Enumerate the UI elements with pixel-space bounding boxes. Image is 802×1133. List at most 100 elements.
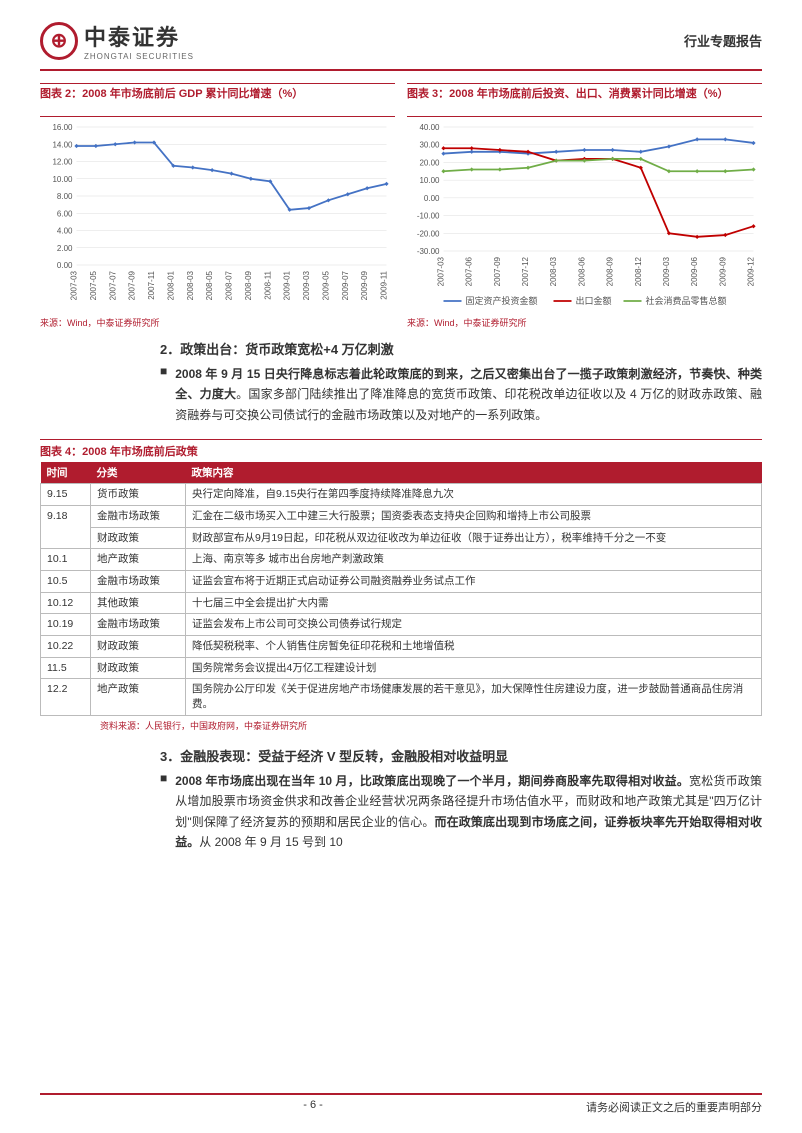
section-2: 2．政策出台：货币政策宽松+4 万亿刺激 ■ 2008 年 9 月 15 日央行… [160, 339, 762, 425]
cell-content: 证监会发布上市公司可交换公司债券试行规定 [186, 614, 762, 636]
charts-row: 图表 2：2008 年市场底前后 GDP 累计同比增速（%） 0.002.004… [40, 83, 762, 329]
page-header: ⊕ 中泰证券 ZHONGTAI SECURITIES 行业专题报告 [40, 20, 762, 71]
svg-text:2007-05: 2007-05 [89, 270, 98, 300]
table-row: 9.18金融市场政策汇金在二级市场买入工中建三大行股票；国资委表态支持央企回购和… [41, 505, 762, 527]
svg-text:2009-11: 2009-11 [380, 270, 389, 299]
svg-text:2007-03: 2007-03 [437, 256, 446, 286]
chart-3-source: 来源：Wind，中泰证券研究所 [407, 316, 762, 329]
svg-text:10.00: 10.00 [52, 175, 73, 184]
cell-content: 降低契税税率、个人销售住房暂免征印花税和土地增值税 [186, 635, 762, 657]
section-2-heading: 2．政策出台：货币政策宽松+4 万亿刺激 [160, 339, 762, 358]
svg-text:14.00: 14.00 [52, 140, 73, 149]
page-footer: - 6 - 请务必阅读正文之后的重要声明部分 [40, 1093, 762, 1115]
footer-disclaimer: 请务必阅读正文之后的重要声明部分 [586, 1099, 762, 1115]
svg-text:2007-12: 2007-12 [521, 256, 530, 286]
svg-text:8.00: 8.00 [57, 192, 73, 201]
logo-text: 中泰证券 ZHONGTAI SECURITIES [84, 20, 194, 61]
table-4-source: 资料来源：人民银行，中国政府网，中泰证券研究所 [100, 719, 762, 732]
svg-text:2009-09: 2009-09 [360, 270, 369, 300]
logo-icon: ⊕ [40, 22, 78, 60]
svg-text:2008-09: 2008-09 [606, 256, 615, 286]
th-time: 时间 [41, 462, 91, 484]
cell-category: 金融市场政策 [91, 570, 186, 592]
chart-2-canvas: 0.00 2.00 4.00 6.00 8.00 10.00 12.00 14.00 16.00… [40, 121, 395, 311]
svg-text:6.00: 6.00 [57, 209, 73, 218]
cell-category: 地产政策 [91, 549, 186, 571]
cell-time: 10.19 [41, 614, 91, 636]
svg-text:2008-01: 2008-01 [166, 270, 175, 300]
svg-text:2008-07: 2008-07 [225, 270, 234, 300]
cell-time: 9.15 [41, 484, 91, 506]
section-3-heading: 3．金融股表现：受益于经济 V 型反转，金融股相对收益明显 [160, 746, 762, 765]
svg-text:-20.00: -20.00 [417, 229, 440, 238]
svg-text:2009-03: 2009-03 [302, 270, 311, 300]
svg-text:20.00: 20.00 [419, 158, 440, 167]
svg-text:2008-05: 2008-05 [205, 270, 214, 300]
table-row: 11.5财政政策国务院常务会议提出4万亿工程建设计划 [41, 657, 762, 679]
svg-text:2007-03: 2007-03 [70, 270, 79, 300]
bullet-icon: ■ [160, 364, 167, 425]
logo-cn: 中泰证券 [84, 20, 194, 52]
chart-3: 图表 3：2008 年市场底前后投资、出口、消费累计同比增速（%） -30.00… [407, 83, 762, 329]
table-row: 9.15货币政策央行定向降准，自9.15央行在第四季度持续降准降息九次 [41, 484, 762, 506]
cell-time: 10.22 [41, 635, 91, 657]
chart-2: 图表 2：2008 年市场底前后 GDP 累计同比增速（%） 0.002.004… [40, 83, 395, 329]
svg-text:0.00: 0.00 [424, 194, 440, 203]
cell-time: 11.5 [41, 657, 91, 679]
section-3-text: 2008 年市场底出现在当年 10 月，比政策底出现晚了一个半月，期间券商股率先… [175, 771, 762, 853]
svg-text:社会消费品零售总额: 社会消费品零售总额 [646, 295, 727, 306]
svg-text:0.00: 0.00 [57, 261, 73, 270]
cell-content: 证监会宣布将于近期正式启动证券公司融资融券业务试点工作 [186, 570, 762, 592]
th-content: 政策内容 [186, 462, 762, 484]
cell-time: 10.5 [41, 570, 91, 592]
section-2-body: ■ 2008 年 9 月 15 日央行降息标志着此轮政策底的到来，之后又密集出台… [160, 364, 762, 425]
table-row: 10.12其他政策十七届三中全会提出扩大内需 [41, 592, 762, 614]
section-2-rest: 。国家多部门陆续推出了降准降息的宽货币政策、印花税改单边征收以及 4 万亿的财政… [175, 387, 762, 421]
svg-text:2007-09: 2007-09 [493, 256, 502, 286]
logo-block: ⊕ 中泰证券 ZHONGTAI SECURITIES [40, 20, 194, 61]
svg-text:2009-12: 2009-12 [747, 256, 756, 286]
doc-type: 行业专题报告 [684, 31, 762, 50]
svg-text:30.00: 30.00 [419, 141, 440, 150]
svg-text:2008-03: 2008-03 [549, 256, 558, 286]
svg-text:2009-06: 2009-06 [690, 256, 699, 286]
table-row: 10.5金融市场政策证监会宣布将于近期正式启动证券公司融资融券业务试点工作 [41, 570, 762, 592]
svg-text:2007-11: 2007-11 [147, 270, 156, 299]
section-3-bold1: 2008 年市场底出现在当年 10 月，比政策底出现晚了一个半月，期间券商股率先… [175, 774, 689, 788]
svg-text:2007-07: 2007-07 [108, 270, 117, 300]
svg-text:2008-06: 2008-06 [577, 256, 586, 286]
table-row: 10.1地产政策上海、南京等多 城市出台房地产刺激政策 [41, 549, 762, 571]
cell-time: 9.18 [41, 505, 91, 548]
cell-category: 地产政策 [91, 679, 186, 715]
svg-text:2009-05: 2009-05 [321, 270, 330, 300]
page-number: - 6 - [303, 1099, 323, 1115]
cell-category: 金融市场政策 [91, 614, 186, 636]
cell-category: 财政政策 [91, 635, 186, 657]
policy-table: 时间 分类 政策内容 9.15货币政策央行定向降准，自9.15央行在第四季度持续… [40, 462, 762, 716]
svg-text:2009-07: 2009-07 [341, 270, 350, 300]
svg-text:12.00: 12.00 [52, 158, 73, 167]
cell-category: 财政政策 [91, 527, 186, 549]
svg-text:2007-09: 2007-09 [128, 270, 137, 300]
cell-content: 汇金在二级市场买入工中建三大行股票；国资委表态支持央企回购和增持上市公司股票 [186, 505, 762, 527]
cell-time: 10.1 [41, 549, 91, 571]
table-row: 12.2地产政策国务院办公厅印发《关于促进房地产市场健康发展的若干意见》，加大保… [41, 679, 762, 715]
cell-category: 金融市场政策 [91, 505, 186, 527]
svg-text:固定资产投资金额: 固定资产投资金额 [466, 295, 538, 306]
table-row: 财政政策财政部宣布从9月19日起，印花税从双边征收改为单边征收（限于证券出让方）… [41, 527, 762, 549]
cell-category: 其他政策 [91, 592, 186, 614]
svg-text:2008-12: 2008-12 [634, 256, 643, 286]
table-4-title: 图表 4：2008 年市场底前后政策 [40, 439, 762, 462]
svg-text:2008-03: 2008-03 [186, 270, 195, 300]
svg-text:16.00: 16.00 [52, 123, 73, 132]
svg-text:-30.00: -30.00 [417, 247, 440, 256]
table-header-row: 时间 分类 政策内容 [41, 462, 762, 484]
svg-text:10.00: 10.00 [419, 176, 440, 185]
svg-text:4.00: 4.00 [57, 227, 73, 236]
th-cat: 分类 [91, 462, 186, 484]
svg-text:2.00: 2.00 [57, 244, 73, 253]
cell-content: 央行定向降准，自9.15央行在第四季度持续降准降息九次 [186, 484, 762, 506]
cell-content: 上海、南京等多 城市出台房地产刺激政策 [186, 549, 762, 571]
chart-3-canvas: -30.00-20.00-10.000.0010.0020.0030.0040.… [407, 121, 762, 311]
section-3-rest: 从 2008 年 9 月 15 号到 10 [199, 835, 342, 849]
